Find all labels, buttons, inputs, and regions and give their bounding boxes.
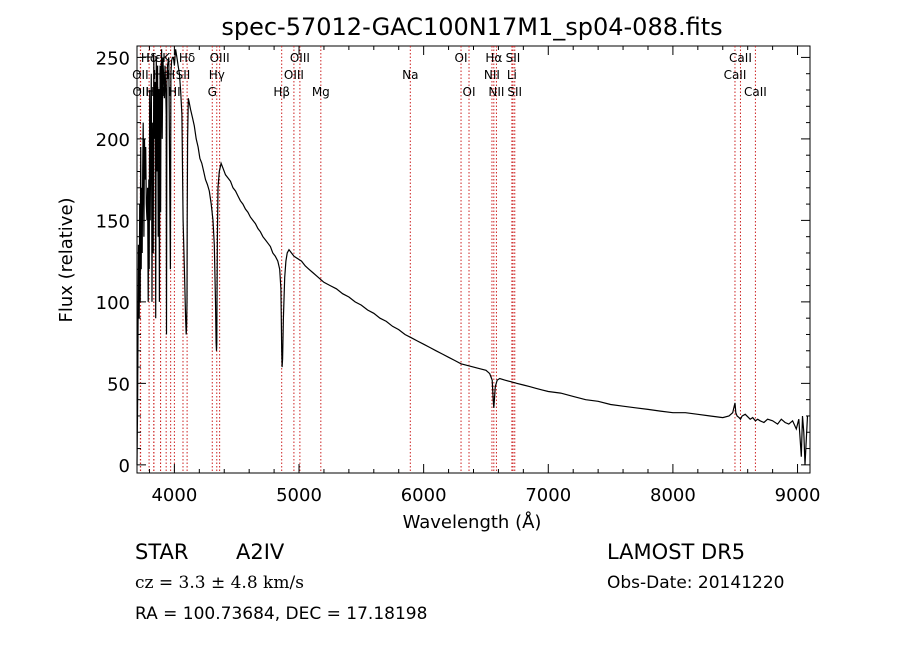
line-label: OIII	[290, 51, 310, 65]
line-label: Hδ	[179, 51, 195, 65]
line-label: Hδ	[141, 51, 157, 65]
y-tick-label: 250	[96, 48, 130, 69]
line-label: CaII	[729, 51, 752, 65]
y-axis: 0 50 100 150 200 250	[96, 48, 810, 477]
y-axis-label: Flux (relative)	[56, 197, 77, 322]
chart-title: spec-57012-GAC100N17M1_sp04-088.fits	[221, 13, 722, 41]
y-tick-label: 100	[96, 293, 130, 314]
line-label: OI	[455, 51, 468, 65]
object-subclass: A2IV	[236, 540, 285, 564]
x-tick-label: 9000	[775, 485, 821, 506]
redshift-velocity: cz = 3.3 ± 4.8 km/s	[135, 573, 304, 593]
line-label: OIII	[210, 51, 230, 65]
line-label: CaII	[724, 68, 747, 82]
y-tick-label: 50	[107, 374, 130, 395]
observation-date: Obs-Date: 20141220	[607, 573, 785, 593]
coordinates: RA = 100.73684, DEC = 17.18198	[135, 604, 428, 624]
line-label: G	[208, 85, 217, 99]
x-axis: 4000 5000 6000 7000 8000 9000	[148, 46, 821, 506]
y-tick-label: 150	[96, 211, 130, 232]
x-tick-label: 4000	[151, 485, 197, 506]
line-label: Li	[507, 68, 517, 82]
line-label: Hα	[485, 51, 502, 65]
line-label: OI	[463, 85, 476, 99]
line-label: Hγ	[209, 68, 225, 82]
line-label: SII	[507, 85, 522, 99]
x-tick-label: 6000	[401, 485, 447, 506]
y-tick-label: 200	[96, 130, 130, 151]
line-label: HI	[168, 85, 181, 99]
x-axis-label: Wavelength (Å)	[403, 511, 542, 533]
line-label: CaII	[744, 85, 767, 99]
line-markers	[139, 46, 756, 473]
line-label: K	[162, 51, 171, 65]
survey-release: LAMOST DR5	[607, 540, 746, 564]
x-tick-label: 5000	[276, 485, 322, 506]
object-class: STAR	[135, 540, 189, 564]
x-tick-label: 7000	[525, 485, 571, 506]
line-label: Mg	[312, 85, 330, 99]
line-label: SII	[506, 51, 521, 65]
y-tick-label: 0	[119, 456, 130, 477]
series-line	[136, 49, 809, 465]
line-label: NII	[484, 68, 500, 82]
line-label: OII	[132, 85, 149, 99]
line-label: OIII	[284, 68, 304, 82]
line-label: Hβ	[273, 85, 290, 99]
x-tick-label: 8000	[650, 485, 696, 506]
line-label: NII	[488, 85, 504, 99]
line-label: SII	[176, 68, 191, 82]
plot-frame	[136, 45, 811, 474]
line-label: OII	[132, 68, 149, 82]
line-label: Na	[402, 68, 418, 82]
